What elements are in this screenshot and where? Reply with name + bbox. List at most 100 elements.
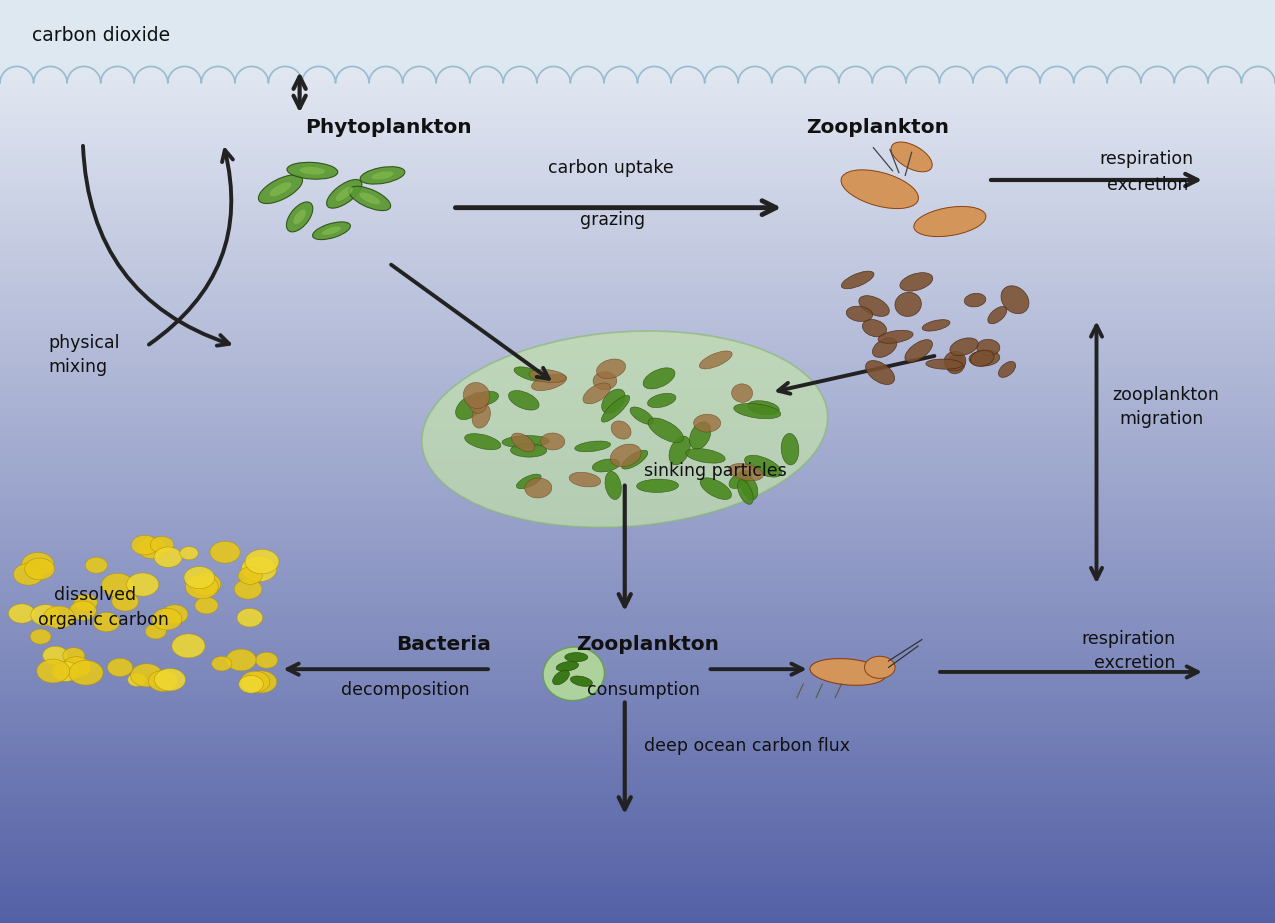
Circle shape [152, 608, 182, 630]
Circle shape [62, 656, 91, 677]
Ellipse shape [323, 226, 340, 235]
Circle shape [184, 567, 214, 589]
Ellipse shape [643, 368, 674, 389]
Circle shape [9, 604, 36, 623]
Ellipse shape [565, 653, 588, 662]
Text: excretion: excretion [1094, 653, 1176, 672]
Circle shape [185, 575, 218, 599]
Ellipse shape [455, 395, 483, 420]
Circle shape [235, 579, 261, 599]
Text: respiration: respiration [1081, 629, 1176, 648]
Text: grazing: grazing [580, 210, 645, 229]
Circle shape [190, 573, 221, 595]
Text: physical: physical [48, 334, 120, 353]
Ellipse shape [464, 434, 501, 450]
Circle shape [172, 634, 205, 658]
Ellipse shape [878, 330, 913, 343]
Text: excretion: excretion [1107, 175, 1188, 194]
Ellipse shape [872, 338, 896, 357]
Circle shape [195, 597, 218, 614]
Circle shape [128, 673, 147, 687]
Ellipse shape [895, 293, 922, 317]
Circle shape [255, 653, 278, 668]
Ellipse shape [782, 434, 799, 465]
Circle shape [148, 670, 177, 691]
FancyArrowPatch shape [778, 356, 935, 394]
Ellipse shape [287, 202, 312, 232]
Ellipse shape [269, 182, 292, 197]
Ellipse shape [502, 436, 550, 448]
Ellipse shape [360, 167, 405, 184]
Ellipse shape [648, 393, 676, 408]
Ellipse shape [998, 362, 1016, 378]
Ellipse shape [669, 436, 690, 465]
Text: sinking particles: sinking particles [644, 462, 787, 480]
Text: organic carbon: organic carbon [38, 611, 170, 629]
Ellipse shape [602, 395, 630, 422]
Ellipse shape [611, 444, 641, 467]
FancyArrowPatch shape [940, 666, 1197, 677]
Circle shape [62, 648, 84, 664]
Ellipse shape [326, 179, 362, 209]
Ellipse shape [516, 474, 541, 488]
Ellipse shape [842, 271, 873, 289]
Ellipse shape [606, 472, 621, 499]
Ellipse shape [583, 383, 611, 404]
FancyArrowPatch shape [618, 485, 631, 606]
Circle shape [22, 553, 54, 576]
Ellipse shape [371, 172, 394, 179]
Ellipse shape [810, 659, 886, 685]
Ellipse shape [747, 401, 779, 414]
Circle shape [226, 649, 256, 671]
Ellipse shape [293, 210, 306, 224]
FancyArrowPatch shape [710, 664, 802, 675]
Circle shape [237, 608, 263, 627]
Ellipse shape [847, 306, 872, 321]
Ellipse shape [525, 478, 552, 497]
Ellipse shape [556, 662, 579, 671]
Ellipse shape [541, 433, 565, 450]
Circle shape [210, 541, 240, 563]
Ellipse shape [510, 444, 547, 457]
Circle shape [31, 605, 60, 626]
Ellipse shape [597, 359, 626, 378]
Ellipse shape [842, 170, 918, 209]
Ellipse shape [472, 403, 491, 428]
Circle shape [154, 668, 186, 691]
Ellipse shape [741, 475, 757, 499]
FancyArrowPatch shape [618, 702, 631, 809]
Ellipse shape [969, 350, 1000, 366]
Ellipse shape [529, 369, 566, 383]
Circle shape [864, 656, 895, 678]
Ellipse shape [905, 340, 932, 362]
Ellipse shape [729, 463, 764, 481]
Ellipse shape [648, 418, 683, 442]
Circle shape [24, 558, 55, 580]
Ellipse shape [694, 414, 720, 432]
Circle shape [238, 567, 263, 584]
Circle shape [246, 671, 277, 693]
Ellipse shape [733, 403, 780, 419]
Ellipse shape [914, 207, 986, 236]
Ellipse shape [1001, 286, 1029, 314]
Ellipse shape [862, 319, 886, 337]
Circle shape [162, 605, 187, 624]
Circle shape [241, 671, 270, 692]
Text: carbon uptake: carbon uptake [548, 159, 674, 177]
Ellipse shape [946, 354, 965, 374]
Ellipse shape [543, 647, 604, 701]
Ellipse shape [964, 294, 986, 307]
Ellipse shape [469, 392, 487, 414]
Ellipse shape [360, 193, 380, 204]
Ellipse shape [700, 478, 732, 499]
Ellipse shape [575, 441, 611, 451]
Ellipse shape [636, 479, 678, 493]
Circle shape [130, 664, 163, 687]
Ellipse shape [259, 174, 302, 204]
Ellipse shape [509, 390, 539, 410]
Text: zooplankton: zooplankton [1112, 386, 1219, 404]
Circle shape [238, 676, 264, 693]
Text: decomposition: decomposition [342, 681, 469, 700]
Ellipse shape [891, 142, 932, 172]
Circle shape [52, 662, 79, 681]
